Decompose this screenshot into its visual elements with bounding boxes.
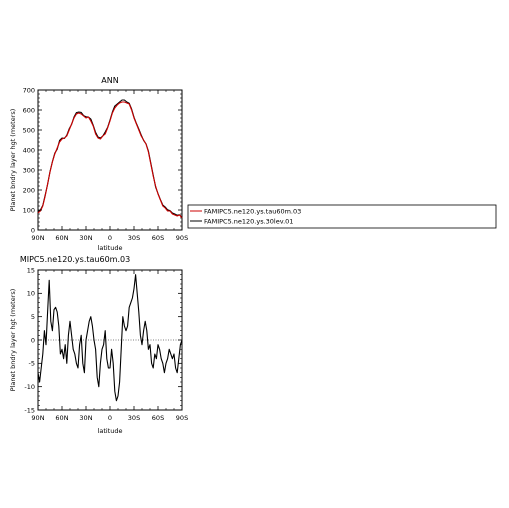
series-line-1 <box>37 101 183 219</box>
y-tick-label: -10 <box>24 383 35 391</box>
bottom-y-ticks: -15 -10 -5 0 5 10 15 <box>24 266 182 414</box>
bottom-chart: MIPC5.ne120.ys.tau60m.03 90N 60N 30N 0 30S 60… <box>9 255 188 435</box>
x-tick-label: 30N <box>79 234 92 242</box>
y-tick-label: 0 <box>31 226 35 234</box>
y-tick-label: 300 <box>23 166 35 174</box>
y-tick-label: 200 <box>23 186 35 194</box>
y-tick-label: 600 <box>23 106 35 114</box>
x-tick-label: 0 <box>108 414 112 422</box>
y-tick-label: 15 <box>27 266 35 274</box>
legend-label-series-2: FAMIPC5.ne120.ys.30lev.01 <box>204 218 293 226</box>
top-plot-frame <box>37 89 183 231</box>
x-tick-label: 30S <box>128 234 140 242</box>
y-tick-label: 10 <box>27 290 35 298</box>
bottom-x-ticks: 90N 60N 30N 0 30S 60S 90S <box>31 270 188 422</box>
bottom-y-axis-label: Planet bndry layer hgt (meters) <box>9 289 17 392</box>
x-tick-label: 60N <box>55 234 68 242</box>
y-tick-label: 700 <box>23 86 35 94</box>
x-tick-label: 60S <box>152 414 164 422</box>
bottom-chart-title: MIPC5.ne120.ys.tau60m.03 <box>20 255 130 264</box>
legend-label-series-1: FAMIPC5.ne120.ys.tau60m.03 <box>204 208 301 216</box>
x-tick-label: 60N <box>55 414 68 422</box>
top-chart: ANN 90N 60N 30N 0 30S 60S 90S 0 100 200 300 400 500… <box>9 76 188 252</box>
top-y-ticks: 0 100 200 300 400 500 600 700 <box>23 86 182 234</box>
y-tick-label: 0 <box>31 336 35 344</box>
x-tick-label: 90S <box>176 234 188 242</box>
y-tick-label: 100 <box>23 206 35 214</box>
y-tick-label: 5 <box>31 313 35 321</box>
y-tick-label: 500 <box>23 126 35 134</box>
top-x-ticks: 90N 60N 30N 0 30S 60S 90S <box>31 90 188 242</box>
x-tick-label: 90S <box>176 414 188 422</box>
series-line-1 <box>37 274 183 402</box>
top-y-axis-label: Planet bndry layer hgt (meters) <box>9 109 17 212</box>
x-tick-label: 90N <box>31 414 44 422</box>
legend: FAMIPC5.ne120.ys.tau60m.03 FAMIPC5.ne120… <box>187 204 497 229</box>
x-tick-label: 30N <box>79 414 92 422</box>
x-tick-label: 30S <box>128 414 140 422</box>
y-tick-label: -5 <box>29 360 35 368</box>
x-tick-label: 60S <box>152 234 164 242</box>
bottom-x-axis-label: latitude <box>98 427 123 435</box>
x-tick-label: 90N <box>31 234 44 242</box>
y-tick-label: -15 <box>24 406 35 414</box>
legend-box <box>187 204 497 229</box>
top-x-axis-label: latitude <box>98 244 123 252</box>
top-series-group <box>37 99 183 219</box>
x-tick-label: 0 <box>108 234 112 242</box>
bottom-series-group <box>37 274 183 402</box>
y-tick-label: 400 <box>23 146 35 154</box>
top-chart-title: ANN <box>101 76 118 85</box>
